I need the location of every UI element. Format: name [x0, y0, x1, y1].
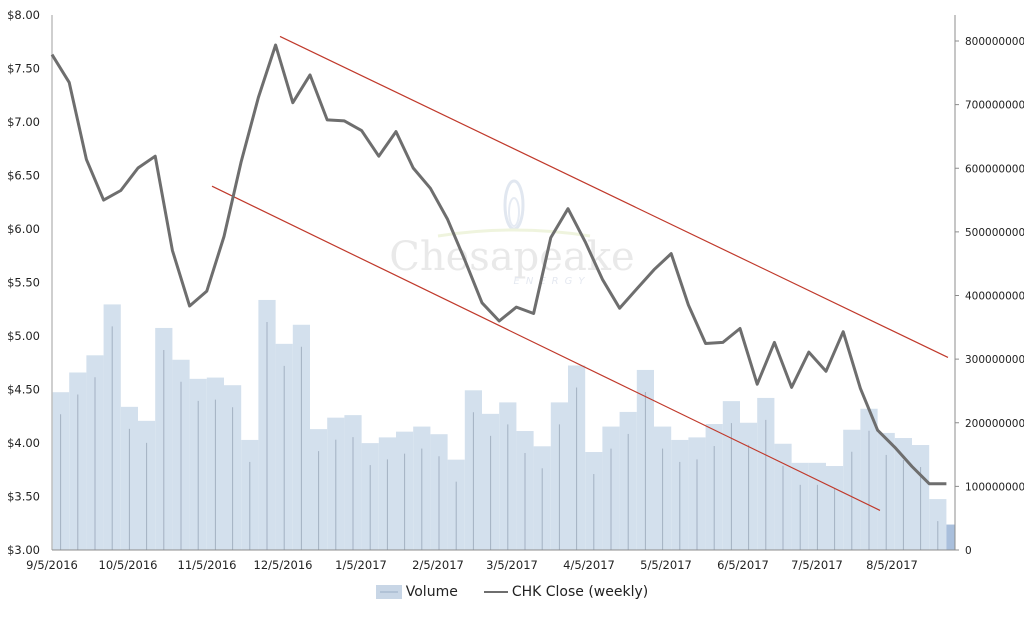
- y-right-tick-label: 0: [965, 545, 972, 557]
- y-right-tick-label: 100000000: [965, 481, 1024, 493]
- y-right-tick-label: 700000000: [965, 100, 1024, 112]
- x-tick-label: 6/5/2017: [717, 558, 769, 572]
- line-swatch-icon: [483, 591, 508, 593]
- x-tick-label: 10/5/2016: [99, 558, 158, 572]
- volume-bars: [52, 299, 956, 550]
- y-left-tick-label: $4.00: [7, 436, 40, 450]
- y-left-tick-label: $8.00: [7, 8, 40, 22]
- x-tick-label: 8/5/2017: [866, 558, 918, 572]
- x-tick-label: 7/5/2017: [791, 558, 843, 572]
- x-tick-label: 1/5/2017: [335, 558, 387, 572]
- legend: Volume CHK Close (weekly): [0, 584, 1024, 600]
- y-left-tick-label: $3.50: [7, 490, 40, 504]
- axes: $3.00 $3.50 $4.00 $4.50 $5.00 $5.50 $6.00 $6.50…: [7, 8, 1024, 572]
- y-right-tick-label: 400000000: [965, 291, 1024, 303]
- volume-bar: [946, 524, 955, 550]
- lower-channel-trendline: [211, 185, 881, 511]
- x-tick-label: 5/5/2017: [640, 558, 692, 572]
- y-left-tick-label: $3.00: [7, 543, 40, 557]
- y-right-tick-label: 200000000: [965, 418, 1024, 430]
- y-right-tick-label: 800000000: [965, 36, 1024, 48]
- y-left-tick-label: $6.50: [7, 169, 40, 183]
- x-tick-label: 4/5/2017: [563, 558, 615, 572]
- upper-channel-trendline: [279, 35, 949, 358]
- x-tick-label: 11/5/2016: [178, 558, 237, 572]
- volume-swatch-icon: [375, 585, 402, 599]
- legend-item-volume[interactable]: Volume: [375, 584, 458, 600]
- y-right-tick-label: 500000000: [965, 227, 1024, 239]
- legend-label-chk-close: CHK Close (weekly): [511, 584, 649, 600]
- y-left-tick-label: $5.50: [7, 276, 40, 290]
- y-left-tick-label: $6.00: [7, 222, 40, 236]
- x-tick-label: 9/5/2016: [26, 558, 78, 572]
- y-right-tick-label: 300000000: [965, 354, 1024, 366]
- y-left-tick-label: $7.50: [7, 62, 40, 76]
- x-tick-label: 12/5/2016: [254, 558, 313, 572]
- trendlines: [211, 35, 949, 511]
- y-left-tick-label: $7.00: [7, 115, 40, 129]
- y-left-tick-label: $4.50: [7, 383, 40, 397]
- legend-label-volume: Volume: [405, 584, 458, 600]
- legend-item-chk-close[interactable]: CHK Close (weekly): [483, 584, 649, 600]
- watermark-subtext: ENERGY: [514, 276, 591, 287]
- y-right-tick-label: 600000000: [965, 163, 1024, 175]
- y-left-tick-label: $5.00: [7, 329, 40, 343]
- x-tick-label: 2/5/2017: [412, 558, 464, 572]
- x-tick-label: 3/5/2017: [486, 558, 538, 572]
- chk-close-line: [50, 43, 947, 486]
